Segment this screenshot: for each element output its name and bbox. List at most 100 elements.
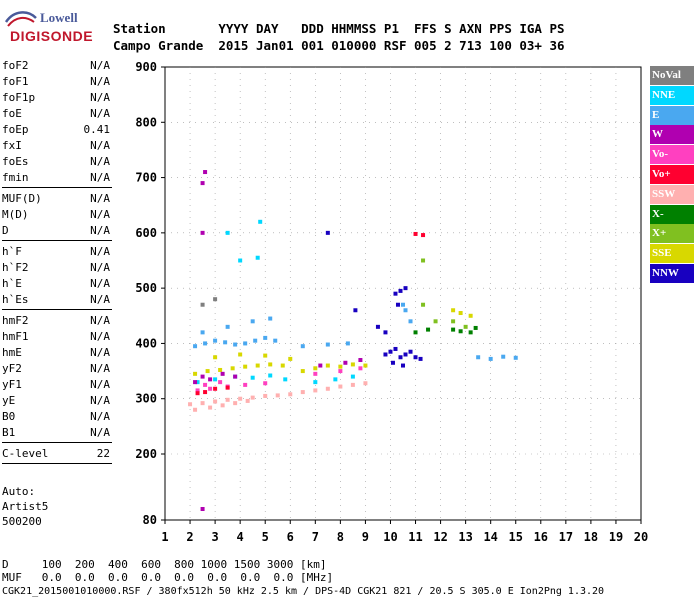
x-tick-label: 12 — [433, 530, 447, 544]
data-point-w — [200, 507, 205, 511]
data-point-ssw — [300, 390, 305, 395]
x-tick-label: 2 — [186, 530, 193, 544]
data-point-vo- — [243, 382, 248, 387]
param-row: fmin N/A — [2, 170, 112, 186]
y-tick-label: 400 — [135, 336, 157, 350]
param-value: N/A — [90, 314, 110, 327]
x-tick-label: 16 — [534, 530, 548, 544]
param-name: h`E — [2, 277, 22, 290]
data-point-sse — [325, 363, 330, 368]
data-point-sse — [363, 363, 368, 368]
data-point-nnw — [383, 330, 388, 335]
param-value: N/A — [90, 410, 110, 423]
data-point-nnw — [413, 355, 418, 360]
auto-line-2: Artist5 — [2, 500, 49, 513]
data-point-vo- — [358, 366, 363, 371]
param-separator — [2, 240, 112, 241]
data-point-nnw — [403, 286, 408, 291]
data-point-sse — [458, 311, 463, 316]
data-point-nne — [238, 258, 243, 263]
y-tick-label: 200 — [135, 447, 157, 461]
param-row: foE N/A — [2, 106, 112, 122]
param-name: B0 — [2, 410, 16, 423]
data-point-vo- — [218, 380, 223, 385]
legend-item: SSW — [650, 184, 694, 204]
data-point-x- — [433, 319, 438, 324]
data-point-e — [213, 338, 218, 343]
data-point-e — [243, 341, 248, 346]
x-tick-label: 14 — [483, 530, 497, 544]
data-point-nne — [255, 255, 260, 260]
data-point-ssw — [200, 401, 205, 406]
param-name: B1 — [2, 426, 16, 439]
data-point-vo- — [203, 390, 208, 395]
param-name: foF1p — [2, 91, 36, 104]
param-value: N/A — [90, 59, 110, 72]
data-point-nne — [195, 380, 200, 385]
param-row: D N/A — [2, 223, 112, 239]
data-point-e — [501, 354, 506, 359]
data-point-e — [263, 335, 268, 340]
data-point-e — [225, 324, 230, 329]
param-value: N/A — [90, 192, 110, 205]
auto-line-3: 500200 — [2, 515, 42, 528]
data-point-nne — [213, 377, 218, 382]
data-point-nnw — [395, 302, 400, 307]
plot-frame — [164, 66, 642, 521]
data-point-sse — [468, 313, 473, 318]
data-point-e — [476, 355, 481, 360]
x-tick-label: 7 — [312, 530, 319, 544]
data-point-vo- — [413, 231, 418, 236]
x-tick-label: 5 — [262, 530, 269, 544]
data-point-nne — [313, 380, 318, 385]
data-point-noval — [213, 297, 218, 302]
param-name: foE — [2, 107, 22, 120]
data-point-nne — [283, 377, 288, 382]
data-point-w — [200, 230, 205, 235]
data-point-x- — [426, 327, 431, 332]
data-point-nnw — [393, 346, 398, 351]
data-point-ssw — [233, 401, 238, 406]
data-point-ssw — [338, 384, 343, 389]
data-point-e — [268, 316, 273, 321]
y-tick-label: 800 — [135, 115, 157, 129]
data-point-nnw — [403, 352, 408, 357]
footer-distance-row: D 100 200 400 600 800 1000 1500 3000 [km… — [2, 558, 327, 571]
param-row: B0 N/A — [2, 409, 112, 425]
data-point-e — [250, 319, 255, 324]
param-name: MUF(D) — [2, 192, 42, 205]
param-value: N/A — [90, 394, 110, 407]
data-point-sse — [313, 366, 318, 371]
data-point-x- — [458, 329, 463, 334]
data-point-w — [200, 374, 205, 379]
param-value: 0.41 — [83, 123, 111, 136]
data-point-ssw — [313, 388, 318, 393]
data-point-nnw — [383, 352, 388, 357]
x-tick-label: 6 — [287, 530, 294, 544]
data-point-sse — [243, 364, 248, 369]
data-point-nnw — [401, 363, 405, 368]
legend-item: SSE — [650, 244, 694, 264]
data-point-w — [193, 380, 198, 385]
x-tick-label: 19 — [609, 530, 623, 544]
param-row: h`Es N/A — [2, 292, 112, 308]
data-point-ssw — [245, 398, 250, 403]
data-point-vo- — [203, 382, 208, 387]
data-point-noval — [200, 302, 205, 307]
data-point-e — [403, 308, 408, 313]
data-point-nnw — [375, 324, 380, 329]
legend-item: NNW — [650, 263, 694, 283]
data-point-e — [233, 342, 238, 347]
param-row: h`F N/A — [2, 244, 112, 260]
data-point-e — [253, 338, 258, 343]
param-row: C-level 22 — [2, 446, 112, 462]
param-value: N/A — [90, 378, 110, 391]
legend-item: NNE — [650, 85, 694, 105]
param-name: fxI — [2, 139, 22, 152]
data-point-sse — [350, 362, 355, 367]
param-name: hmE — [2, 346, 22, 359]
param-row: fxI N/A — [2, 138, 112, 154]
x-tick-label: 3 — [211, 530, 218, 544]
file-info: CGK21_2015001010000.RSF / 380fx512h 50 k… — [2, 586, 605, 597]
